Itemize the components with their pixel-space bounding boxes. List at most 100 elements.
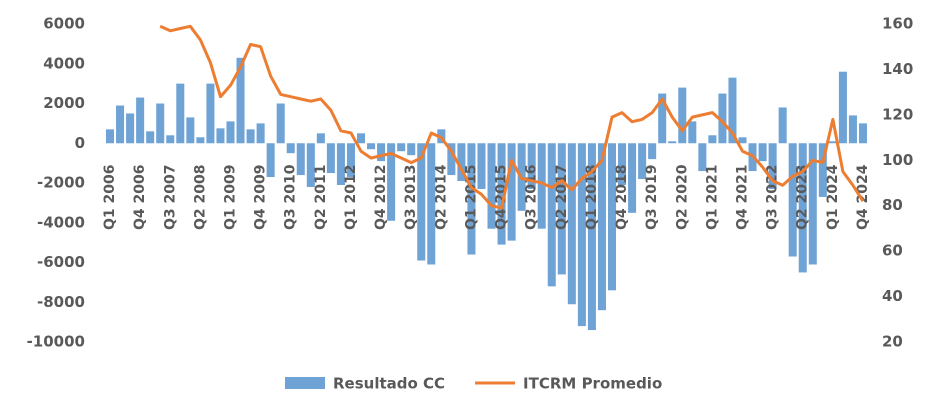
x-tick-label: Q2 2023 [795, 165, 811, 230]
bar [678, 87, 687, 144]
bar [597, 143, 606, 311]
y2-tick-label: 20 [882, 333, 903, 351]
bar [708, 135, 717, 144]
legend-label: ITCRM Promedio [523, 375, 662, 393]
x-tick-label: Q4 2021 [735, 165, 751, 230]
line [159, 24, 865, 210]
x-tick-label: Q3 2013 [403, 165, 419, 230]
x-tick-label: Q2 2017 [554, 165, 570, 230]
bar [718, 93, 727, 144]
x-tick-label: Q2 2008 [192, 165, 208, 230]
y2-tick-label: 40 [882, 287, 903, 305]
x-tick-label: Q2 2014 [433, 164, 449, 230]
bar [798, 143, 807, 273]
bar [417, 143, 426, 261]
bar [246, 129, 255, 144]
y-tick-label: -4000 [37, 213, 85, 231]
x-tick-label: Q4 2024 [855, 164, 871, 230]
y2-tick-label: 140 [882, 60, 913, 78]
y2-tick-label: 120 [882, 105, 913, 123]
x-tick-label: Q1 2024 [825, 164, 841, 230]
x-tick-label: Q3 2010 [283, 164, 299, 230]
bar [788, 143, 797, 257]
x-tick-label: Q3 2016 [524, 165, 540, 230]
bar [768, 143, 777, 189]
x-tick-label: Q1 2012 [343, 165, 359, 230]
bar [407, 143, 416, 156]
bar [256, 123, 265, 144]
bar [778, 107, 787, 144]
bar [226, 121, 235, 144]
bar [818, 143, 827, 197]
y2-tick-label: 80 [882, 196, 903, 214]
bar [156, 103, 165, 144]
bar [306, 143, 315, 187]
x-tick-label: Q4 2015 [494, 165, 510, 230]
bar [296, 143, 305, 176]
bar [236, 57, 245, 144]
bar [567, 143, 576, 305]
bar [648, 143, 657, 160]
bar [758, 143, 767, 162]
bar [387, 143, 396, 221]
legend-swatch [285, 377, 325, 389]
bar [537, 143, 546, 229]
bar [668, 141, 677, 144]
bar [477, 143, 486, 189]
x-tick-label: Q1 2018 [584, 165, 600, 230]
bar [326, 143, 335, 174]
x-tick-label: Q4 2012 [373, 165, 389, 230]
y2-tick-label: 60 [882, 242, 903, 260]
bar [457, 143, 466, 182]
x-tick-label: Q1 2021 [704, 165, 720, 230]
bar [276, 103, 285, 144]
bar [808, 143, 817, 265]
bar [497, 143, 506, 245]
y-tick-label: 6000 [43, 15, 85, 33]
bar [638, 143, 647, 180]
bar [628, 143, 637, 213]
bar [186, 117, 195, 144]
bar [316, 133, 325, 144]
y-tick-label: -2000 [37, 174, 85, 192]
bar [577, 143, 586, 327]
bar [146, 131, 155, 144]
bar [286, 143, 295, 154]
y-tick-label: 2000 [43, 94, 85, 112]
x-tick-label: Q3 2019 [644, 165, 660, 230]
legend-label: Resultado CC [333, 375, 445, 393]
bar [126, 113, 135, 144]
bar [106, 129, 115, 144]
bar [356, 133, 366, 144]
bar [828, 141, 837, 144]
bar [216, 128, 225, 144]
bar [858, 123, 867, 144]
bar [527, 143, 536, 189]
bar [176, 83, 185, 144]
x-tick-label: Q1 2009 [222, 165, 238, 230]
y2-tick-label: 100 [882, 151, 913, 169]
bar [848, 115, 857, 144]
bar [377, 143, 386, 162]
bar [618, 143, 627, 185]
bar [166, 135, 175, 144]
bar [367, 143, 376, 150]
bar [547, 143, 556, 287]
bar [557, 143, 566, 275]
x-tick-label: Q2 2011 [313, 165, 329, 230]
bar [346, 143, 355, 178]
bar [447, 143, 456, 176]
bar [467, 143, 476, 255]
bar [658, 93, 667, 144]
y2-tick-label: 160 [882, 15, 913, 33]
bar [206, 83, 215, 144]
bar [397, 143, 406, 152]
bar [738, 137, 747, 144]
x-tick-label: Q4 2009 [253, 165, 269, 230]
bar [266, 143, 275, 178]
bar [336, 143, 345, 185]
bar [136, 97, 145, 144]
bar [507, 143, 516, 241]
x-tick-label: Q2 2020 [674, 164, 690, 230]
